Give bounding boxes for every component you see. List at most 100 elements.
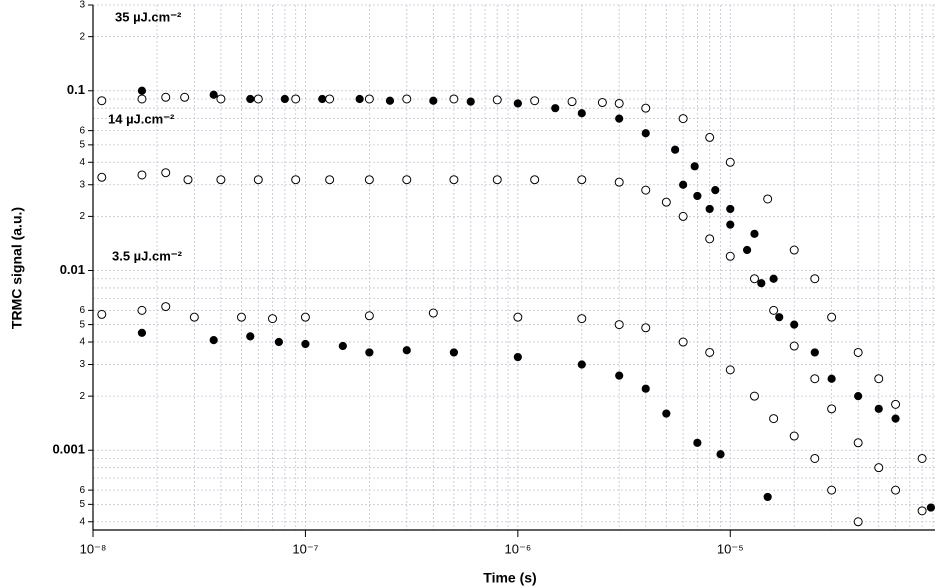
data-point [854, 392, 863, 401]
data-point [577, 175, 587, 185]
data-point [705, 234, 715, 244]
data-point [137, 328, 147, 337]
data-point [711, 186, 720, 195]
data-point [662, 409, 671, 418]
data-point [726, 220, 735, 229]
data-point [513, 99, 522, 108]
data-point [725, 157, 735, 167]
data-point [291, 94, 301, 104]
data-point [705, 132, 715, 142]
y-tick-label: 3 [79, 359, 85, 370]
data-point [253, 94, 263, 104]
data-point [769, 305, 779, 315]
data-point [449, 175, 459, 185]
y-tick-label: 2 [79, 31, 85, 42]
data-point [216, 175, 226, 185]
data-point [874, 374, 884, 384]
data-point [449, 348, 459, 357]
y-axis-label: TRMC signal (a.u.) [9, 207, 25, 329]
data-point [749, 274, 759, 284]
data-point [763, 492, 772, 502]
data-point [492, 175, 502, 185]
y-tick-label: 4 [79, 337, 85, 348]
data-point [137, 86, 147, 95]
data-point [137, 305, 147, 315]
data-point [429, 96, 438, 105]
data-point [402, 346, 411, 355]
data-point [161, 302, 171, 312]
data-point [763, 194, 773, 204]
data-point [853, 347, 863, 357]
data-point [769, 414, 779, 424]
data-point [615, 114, 624, 123]
data-point [364, 94, 374, 104]
data-point [530, 96, 540, 106]
data-point [614, 320, 624, 330]
data-point [137, 94, 147, 104]
data-point [775, 313, 784, 322]
data-point [926, 503, 935, 512]
data-point [789, 245, 799, 255]
data-point [810, 453, 820, 463]
y-tick-label: 3 [79, 0, 85, 11]
data-point [180, 92, 190, 102]
data-point [209, 90, 218, 99]
y-tick-label: 5 [79, 319, 85, 330]
data-point [597, 98, 607, 108]
y-tick-label: 5 [79, 140, 85, 151]
data-point [641, 323, 651, 333]
data-point [678, 211, 688, 221]
data-point [725, 251, 735, 261]
data-point [274, 337, 283, 347]
data-point [338, 341, 347, 351]
x-tick-label: 10⁻⁶ [505, 541, 532, 556]
annotation: 14 µJ.cm⁻² [108, 111, 175, 126]
y-tick-label: 5 [79, 499, 85, 510]
plot-area [97, 86, 935, 527]
y-tick-label: 0.001 [52, 442, 85, 457]
data-point [641, 185, 651, 195]
x-tick-label: 10⁻⁵ [717, 541, 744, 556]
data-point [810, 348, 819, 357]
x-tick-label: 10⁻⁸ [80, 541, 107, 556]
data-point [355, 94, 364, 104]
data-point [810, 274, 820, 284]
data-point [678, 114, 688, 124]
data-point [874, 463, 884, 473]
data-point [614, 98, 624, 108]
data-point [705, 204, 714, 214]
data-point [853, 438, 863, 448]
y-tick-label: 6 [79, 125, 85, 136]
y-tick-label: 6 [79, 305, 85, 316]
data-point [466, 97, 475, 106]
data-point [189, 312, 199, 322]
data-point [577, 360, 586, 369]
data-point [615, 371, 624, 380]
data-point [97, 309, 107, 319]
data-point [402, 94, 412, 104]
y-tick-label: 0.01 [60, 262, 85, 277]
data-point [716, 450, 725, 459]
data-point [492, 95, 502, 105]
data-point [137, 170, 147, 180]
data-point [693, 191, 702, 201]
data-point [301, 339, 310, 349]
annotation: 35 µJ.cm⁻² [115, 9, 182, 24]
data-point [661, 197, 671, 207]
data-point [671, 145, 680, 154]
data-point [97, 96, 107, 106]
data-point [364, 311, 374, 321]
y-tick-label: 3 [79, 179, 85, 190]
data-point [789, 341, 799, 351]
data-point [750, 229, 759, 238]
data-point [891, 414, 900, 423]
data-point [97, 172, 107, 182]
data-point [280, 94, 289, 104]
data-point [678, 337, 688, 347]
data-point [253, 175, 263, 185]
data-point [161, 168, 171, 178]
y-tick-label: 2 [79, 391, 85, 402]
data-point [891, 399, 901, 409]
data-point [449, 94, 459, 104]
y-tick-label: 0.1 [67, 82, 85, 97]
